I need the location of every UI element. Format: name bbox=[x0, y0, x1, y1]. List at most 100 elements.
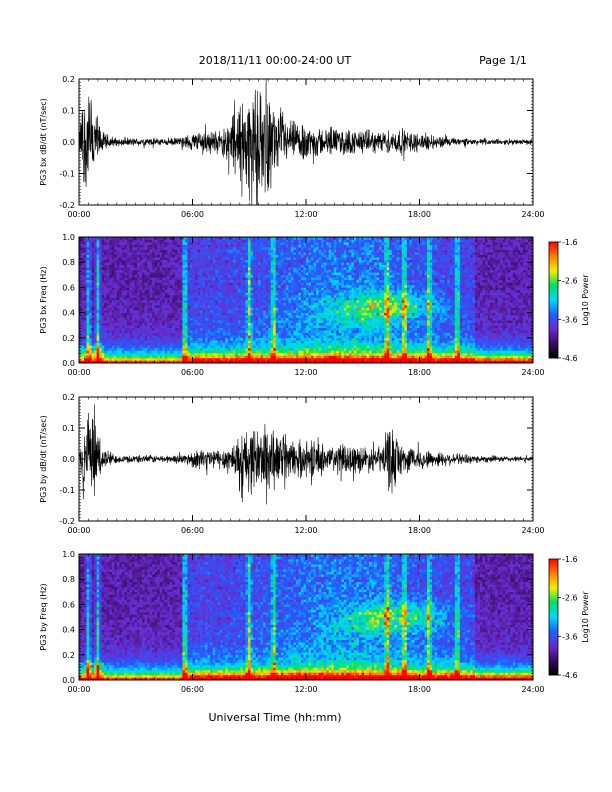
heatmap-cell bbox=[119, 335, 123, 339]
heatmap-cell bbox=[212, 264, 216, 268]
heatmap-cell bbox=[270, 345, 274, 349]
heatmap-cell bbox=[177, 320, 181, 323]
heatmap-cell bbox=[285, 352, 289, 356]
heatmap-cell bbox=[184, 272, 188, 276]
heatmap-cell bbox=[253, 320, 256, 323]
heatmap-cell bbox=[129, 282, 133, 286]
heatmap-cell bbox=[222, 274, 226, 278]
heatmap-cell bbox=[227, 330, 231, 334]
heatmap-cell bbox=[207, 332, 211, 336]
heatmap-cell bbox=[303, 247, 307, 250]
heatmap-cell bbox=[104, 277, 108, 281]
heatmap-cell bbox=[313, 259, 317, 263]
heatmap-cell bbox=[253, 340, 256, 344]
heatmap-cell bbox=[232, 312, 236, 316]
heatmap-cell bbox=[242, 335, 246, 339]
heatmap-cell bbox=[242, 237, 246, 240]
heatmap-cell bbox=[295, 259, 299, 263]
heatmap-cell bbox=[119, 347, 123, 351]
heatmap-cell bbox=[157, 237, 161, 240]
heatmap-cell bbox=[293, 259, 297, 263]
heatmap-cell bbox=[278, 357, 282, 361]
heatmap-cell bbox=[89, 332, 92, 336]
heatmap-cell bbox=[280, 284, 284, 288]
heatmap-cell bbox=[295, 257, 299, 260]
heatmap-cell bbox=[247, 277, 251, 281]
heatmap-cell bbox=[126, 264, 130, 268]
heatmap-cell bbox=[300, 272, 304, 276]
heatmap-cell bbox=[300, 294, 304, 298]
heatmap-cell bbox=[94, 357, 97, 361]
heatmap-cell bbox=[308, 264, 312, 268]
heatmap-cell bbox=[184, 322, 188, 326]
heatmap-cell bbox=[179, 360, 183, 364]
heatmap-cell bbox=[184, 294, 188, 298]
heatmap-cell bbox=[237, 355, 241, 359]
heatmap-cell bbox=[129, 345, 133, 349]
heatmap-cell bbox=[303, 257, 307, 260]
heatmap-cell bbox=[207, 315, 211, 318]
heatmap-cell bbox=[144, 337, 148, 341]
heatmap-cell bbox=[220, 272, 224, 276]
heatmap-cell bbox=[184, 302, 188, 306]
heatmap-cell bbox=[121, 274, 125, 278]
heatmap-cell bbox=[210, 259, 213, 263]
heatmap-cell bbox=[270, 274, 274, 278]
heatmap-cell bbox=[242, 315, 246, 318]
heatmap-cell bbox=[154, 320, 158, 323]
heatmap-cell bbox=[104, 357, 108, 361]
heatmap-cell bbox=[139, 325, 143, 329]
heatmap-cell bbox=[278, 287, 282, 291]
heatmap-cell bbox=[300, 267, 304, 271]
heatmap-cell bbox=[81, 302, 85, 306]
heatmap-cell bbox=[202, 252, 206, 255]
heatmap-cell bbox=[270, 239, 274, 243]
heatmap-cell bbox=[306, 249, 309, 253]
heatmap-cell bbox=[290, 264, 294, 268]
heatmap-cell bbox=[237, 242, 241, 245]
heatmap-cell bbox=[205, 254, 208, 258]
heatmap-cell bbox=[215, 322, 219, 326]
heatmap-cell bbox=[237, 254, 241, 258]
heatmap-cell bbox=[212, 282, 216, 286]
heatmap-cell bbox=[318, 340, 322, 344]
heatmap-cell bbox=[242, 257, 246, 260]
heatmap-cell bbox=[184, 305, 188, 308]
heatmap-cell bbox=[96, 305, 100, 308]
heatmap-cell bbox=[225, 252, 229, 255]
heatmap-cell bbox=[275, 247, 279, 250]
heatmap-cell bbox=[240, 249, 244, 253]
heatmap-cell bbox=[114, 247, 118, 250]
heatmap-cell bbox=[121, 312, 125, 316]
heatmap-cell bbox=[316, 277, 319, 281]
heatmap-cell bbox=[167, 330, 171, 334]
heatmap-cell bbox=[96, 320, 100, 323]
heatmap-cell bbox=[167, 340, 171, 344]
heatmap-cell bbox=[179, 352, 183, 356]
heatmap-cell bbox=[212, 360, 216, 364]
heatmap-cell bbox=[217, 340, 221, 344]
heatmap-cell bbox=[240, 307, 244, 311]
heatmap-cell bbox=[94, 297, 97, 301]
heatmap-cell bbox=[149, 352, 153, 356]
heatmap-cell bbox=[104, 289, 108, 293]
heatmap-cell bbox=[313, 257, 317, 260]
heatmap-cell bbox=[184, 335, 188, 339]
heatmap-cell bbox=[91, 352, 95, 356]
heatmap-cell bbox=[242, 277, 246, 281]
heatmap-cell bbox=[285, 262, 289, 266]
heatmap-cell bbox=[99, 267, 102, 271]
heatmap-cell bbox=[142, 350, 145, 354]
heatmap-cell bbox=[210, 307, 213, 311]
heatmap-cell bbox=[308, 310, 312, 313]
heatmap-cell bbox=[285, 259, 289, 263]
heatmap-cell bbox=[285, 279, 289, 283]
heatmap-cell bbox=[177, 315, 181, 318]
heatmap-cell bbox=[242, 284, 246, 288]
heatmap-cell bbox=[134, 287, 138, 291]
heatmap-cell bbox=[250, 254, 254, 258]
heatmap-cell bbox=[258, 282, 261, 286]
heatmap-cell bbox=[152, 252, 155, 255]
heatmap-cell bbox=[91, 259, 95, 263]
heatmap-cell bbox=[89, 335, 92, 339]
